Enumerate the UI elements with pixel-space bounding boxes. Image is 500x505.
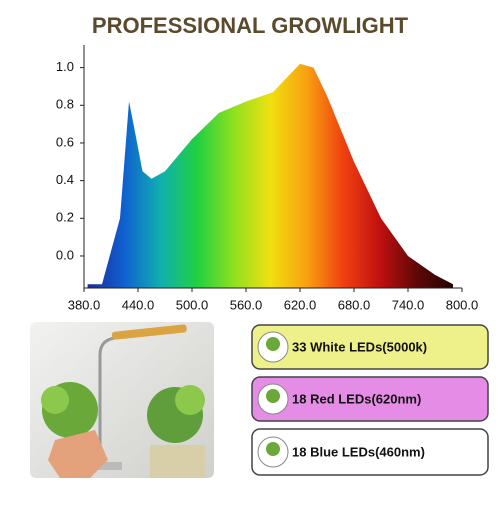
y-tick-label: 0.8: [56, 97, 74, 112]
y-tick-label: 0.0: [56, 247, 74, 262]
x-tick-label: 560.0: [230, 297, 263, 312]
x-tick-label: 440.0: [122, 297, 155, 312]
led-label: 33 White LEDs(5000k): [292, 339, 427, 354]
led-label-box: 18 Blue LEDs(460nm): [251, 428, 489, 476]
plot: 0.0 0.2 0.4 0.6 0.8 1.0 380.0 440.0 500.0 560.0 62…: [56, 45, 478, 312]
y-tick-label: 0.4: [56, 172, 74, 187]
x-tick-label: 680.0: [338, 297, 371, 312]
x-tick-label: 800.0: [446, 297, 479, 312]
product-photo: [30, 322, 214, 478]
chart-title: PROFESSIONAL GROWLIGHT: [92, 13, 409, 38]
x-tick-label: 380.0: [68, 297, 101, 312]
x-tick-label: 620.0: [284, 297, 317, 312]
led-label-box: 18 Red LEDs(620nm): [251, 376, 489, 422]
y-tick-label: 0.2: [56, 210, 74, 225]
spectrum-area: [87, 63, 453, 289]
y-tick-label: 0.6: [56, 134, 74, 149]
x-tick-label: 740.0: [392, 297, 425, 312]
led-label: 18 Red LEDs(620nm): [292, 391, 421, 406]
led-label-box: 33 White LEDs(5000k): [251, 324, 489, 370]
led-label: 18 Blue LEDs(460nm): [292, 444, 425, 459]
x-tick-label: 500.0: [176, 297, 209, 312]
y-tick-label: 1.0: [56, 59, 74, 74]
